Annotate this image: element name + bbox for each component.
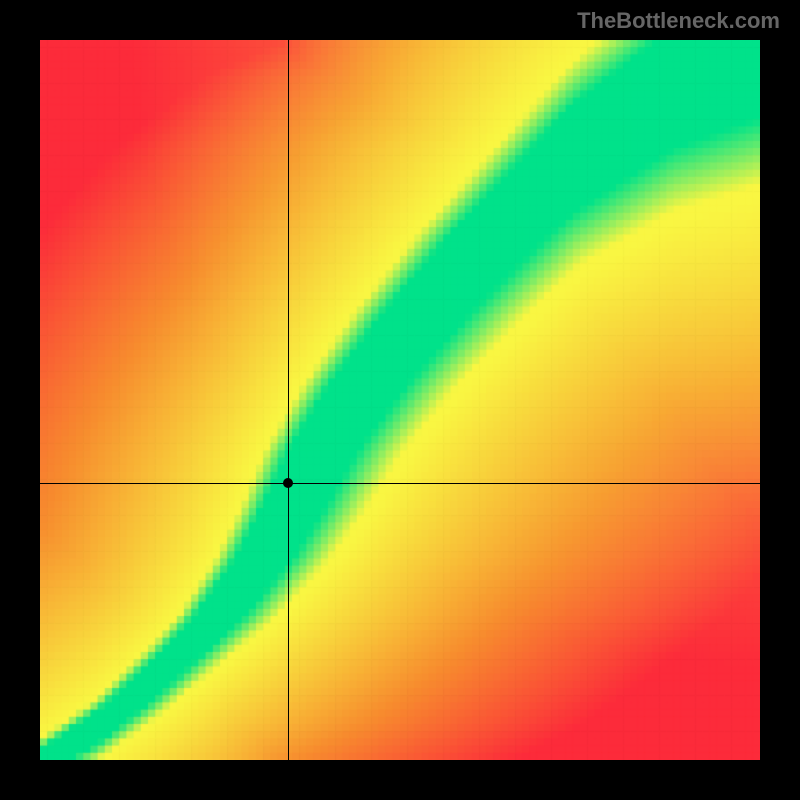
crosshair-vertical <box>288 40 289 760</box>
heatmap-canvas <box>40 40 760 760</box>
watermark-text: TheBottleneck.com <box>577 8 780 34</box>
crosshair-marker <box>283 478 293 488</box>
plot-area <box>40 40 760 760</box>
crosshair-horizontal <box>40 483 760 484</box>
